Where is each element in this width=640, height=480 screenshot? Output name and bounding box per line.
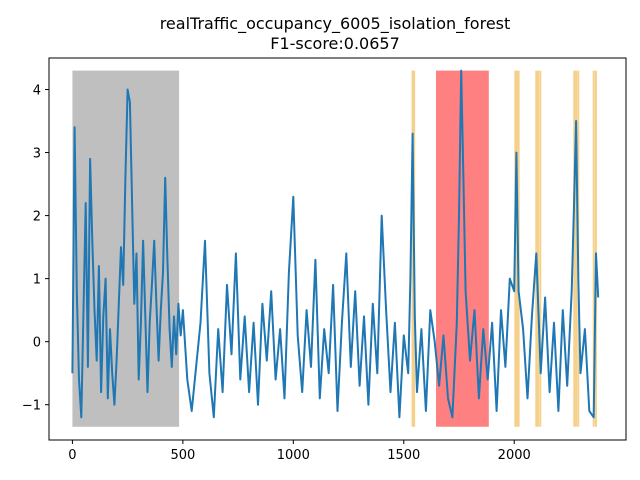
series-layer (71, 69, 600, 419)
shaded-regions (72, 70, 489, 427)
y-tick-label: 1 (33, 273, 41, 288)
y-tick-label: 2 (33, 210, 41, 225)
x-tick-label: 1500 (387, 448, 420, 463)
x-tick-label: 2000 (498, 448, 531, 463)
plot-frame (48, 57, 627, 441)
chart-title: realTraffic_occupancy_6005_isolation_for… (160, 14, 511, 34)
x-axis: 0 500 1000 1500 2000 (68, 440, 531, 463)
chart-subtitle: F1-score:0.0657 (270, 34, 400, 53)
y-axis: −1 0 1 2 3 4 (22, 84, 49, 414)
y-tick-label: 4 (33, 84, 41, 99)
x-tick-label: 500 (170, 448, 195, 463)
x-tick-label: 1000 (277, 448, 310, 463)
series-line (71, 69, 600, 419)
x-tick-label: 0 (68, 448, 76, 463)
y-tick-label: 3 (33, 147, 41, 162)
y-tick-label: 0 (33, 336, 41, 351)
y-tick-label: −1 (22, 399, 41, 414)
